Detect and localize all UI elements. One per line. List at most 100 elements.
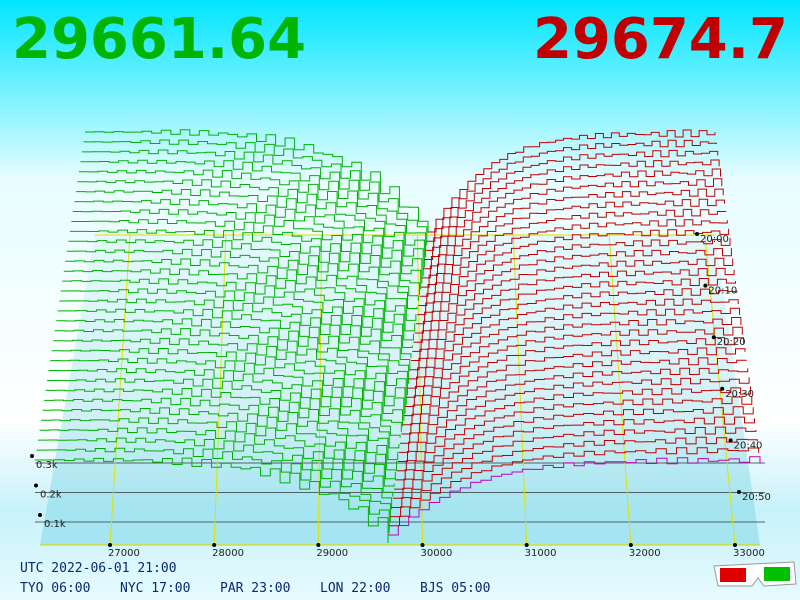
ask-curve [398, 367, 749, 453]
zone-time: TYO 06:00 [20, 581, 90, 596]
bid-curve [63, 268, 412, 359]
bid-curve [48, 368, 400, 449]
bid-curve [60, 288, 410, 384]
zone-time: LON 22:00 [320, 581, 390, 596]
ask-curve [409, 278, 736, 371]
ask-curve [424, 159, 720, 260]
price-dot [212, 543, 217, 547]
price-grid-line [317, 234, 323, 546]
depth-label: 0.1k [44, 519, 66, 530]
time-dot [711, 335, 716, 340]
ask-curve [428, 129, 716, 233]
bid-curve [75, 189, 422, 290]
bid-curve [53, 337, 403, 427]
zone-time: BJS 05:00 [420, 581, 490, 596]
ask-curve [417, 219, 728, 316]
bid-curve [83, 139, 428, 246]
ask-curve [397, 377, 750, 462]
bid-curve [62, 278, 411, 372]
bid-curve [57, 308, 407, 406]
depth-dot [30, 454, 34, 458]
time-label: 20:20 [717, 337, 746, 348]
ask-curve [426, 139, 717, 242]
zone-time: NYC 17:00 [120, 581, 190, 596]
ask-curve [411, 267, 735, 361]
bid-curve [44, 397, 396, 480]
price-dot [524, 543, 529, 547]
ask-curve [390, 436, 758, 518]
bid-curve [66, 248, 414, 341]
depth-dot [38, 513, 42, 517]
bid-curve [68, 239, 416, 332]
time-label: 20:40 [734, 440, 763, 451]
bid-curve [41, 417, 394, 497]
price-grid-line [213, 234, 227, 546]
bid-curve [74, 198, 420, 295]
time-dot [737, 490, 741, 494]
bid-curve [82, 149, 427, 258]
ask-price: 29674.7 [533, 7, 788, 72]
utc-time: UTC 2022-06-01 21:00 [20, 561, 177, 576]
bid-curve [42, 407, 395, 487]
price-grid-line [512, 234, 528, 546]
bid-curve [56, 318, 406, 414]
depth-curves [35, 129, 761, 543]
time-zones: TYO 06:00 NYC 17:00 PAR 23:00 LON 22:00 BJS … [20, 581, 490, 596]
ask-curve [413, 247, 732, 343]
bid-curve [85, 129, 429, 233]
bid-curve [51, 348, 402, 433]
ask-curve [423, 168, 721, 270]
price-dot [316, 543, 321, 547]
ask-curve [388, 456, 761, 536]
bid-curve [36, 447, 390, 534]
bid-curve [80, 159, 425, 268]
ask-curve [394, 406, 754, 490]
price-dot [108, 543, 112, 547]
ask-curve [392, 416, 755, 499]
bid-curve [54, 328, 405, 421]
bid-curve [69, 229, 417, 321]
bid-curve [77, 179, 423, 284]
3d-glasses-icon[interactable] [713, 561, 797, 587]
red-lens [720, 568, 746, 582]
ask-curve [396, 386, 751, 472]
time-dot [703, 283, 708, 288]
depth-dot [34, 483, 38, 488]
time-label: 20:10 [708, 286, 737, 297]
zone-time: PAR 23:00 [220, 581, 290, 596]
ask-curve [391, 426, 757, 508]
price-label: 28000 [212, 548, 244, 559]
price-label: 31000 [525, 548, 557, 559]
time-dot [720, 386, 725, 391]
price-dot [628, 543, 633, 547]
ask-curve [425, 149, 719, 251]
ask-curve [405, 317, 742, 407]
time-label: 20:00 [700, 234, 729, 245]
ask-curve [401, 347, 746, 435]
ask-curve [412, 257, 734, 352]
ask-curve [420, 188, 724, 288]
bid-curve [65, 258, 413, 348]
price-label: 29000 [316, 548, 348, 559]
axis-labels: 0.1k 0.2k 0.3k 27000 28000 29000 30000 31000 320… [30, 232, 771, 559]
price-label: 30000 [421, 548, 453, 559]
price-dot [420, 543, 425, 547]
time-label: 20:30 [725, 389, 754, 400]
bid-curve [72, 208, 419, 301]
bid-curve [39, 427, 393, 510]
ask-curve [403, 326, 743, 417]
time-label: 20:50 [742, 492, 771, 503]
price-label: 32000 [629, 548, 661, 559]
price-grid-line [608, 234, 632, 546]
bid-curve [71, 219, 418, 309]
depth-label: 0.3k [36, 460, 58, 471]
ask-curve [400, 357, 747, 444]
bid-price: 29661.64 [12, 7, 306, 72]
bid-curve [50, 357, 401, 438]
time-dot [728, 438, 733, 443]
price-grid-line [109, 234, 131, 546]
price-label: 27000 [108, 548, 140, 559]
price-grid-line [417, 234, 423, 546]
ask-curve [421, 178, 723, 279]
